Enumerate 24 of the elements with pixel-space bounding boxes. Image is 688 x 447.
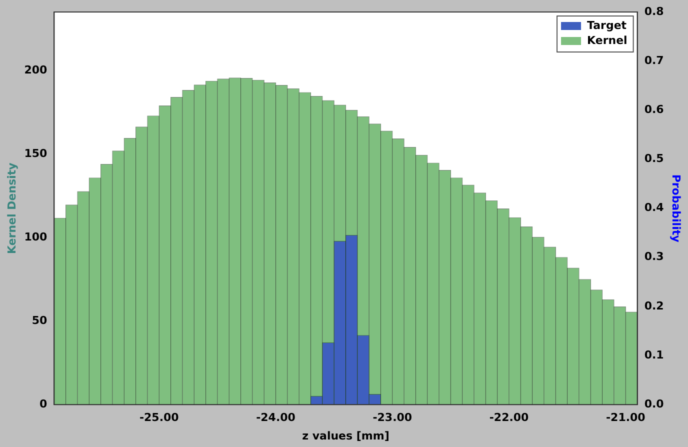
y2-axis-title: Probability [670,174,683,242]
y2-tick-label: 0.8 [644,4,664,18]
x-axis-title: z values [mm] [302,429,390,442]
y-axis-title: Kernel Density [5,162,18,254]
y-tick-label: 150 [24,146,48,160]
legend-label: Target [587,18,627,32]
legend-label: Kernel [587,34,628,47]
y2-tick-label: 0.5 [644,152,664,166]
y2-tick-label: 0.4 [644,201,664,214]
y2-tick-label: 0.7 [644,54,664,67]
y2-tick-label: 0.0 [644,397,664,410]
x-tick-label: -21.00 [606,411,646,424]
y-tick-label: 200 [24,63,48,76]
y-tick-label: 100 [24,230,48,244]
y2-tick-label: 0.3 [644,250,664,264]
x-tick-label: -25.00 [139,411,180,424]
y-tick-label: 0 [40,397,48,410]
y-tick-label: 50 [32,314,48,327]
y2-tick-label: 0.1 [644,348,664,362]
y2-tick-label: 0.6 [644,103,664,116]
y2-tick-label: 0.2 [644,299,664,312]
x-tick-label: -22.00 [489,411,530,424]
x-tick-label: -24.00 [256,411,296,424]
x-tick-label: -23.00 [372,411,412,424]
